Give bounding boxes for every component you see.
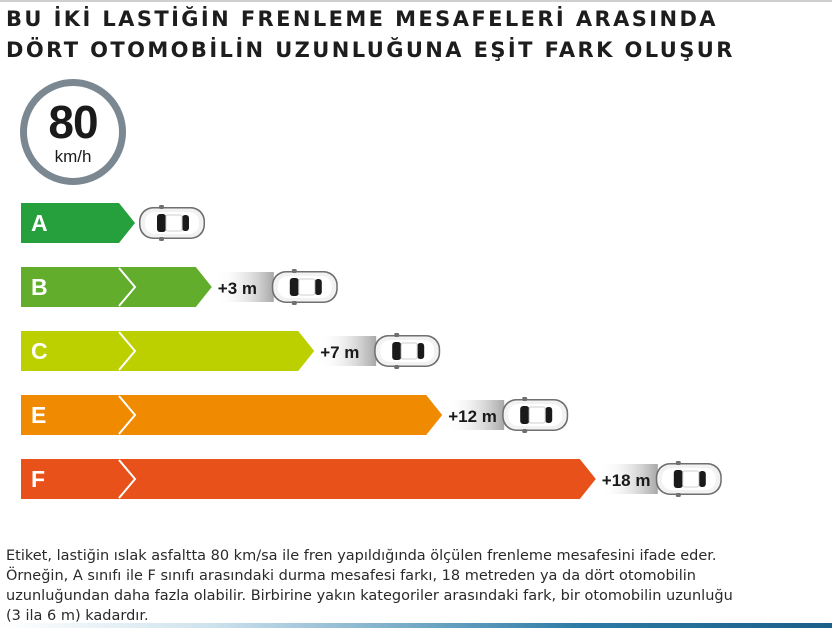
title-line-1: BU İKİ LASTİĞİN FRENLEME MESAFELERİ ARAS… bbox=[6, 7, 718, 31]
car-icon bbox=[655, 461, 722, 497]
car-icon bbox=[271, 269, 338, 305]
distance-label: +7 m bbox=[320, 343, 359, 362]
speed-trail bbox=[318, 336, 377, 366]
page-title: BU İKİ LASTİĞİN FRENLEME MESAFELERİ ARAS… bbox=[6, 4, 826, 66]
chevron-icon bbox=[118, 395, 137, 435]
caption-text: Etiket, lastiğin ıslak asfaltta 80 km/sa… bbox=[6, 548, 733, 624]
speed-trail bbox=[215, 272, 274, 302]
bar-a bbox=[21, 203, 135, 243]
rating-label: E bbox=[31, 402, 46, 428]
car-icon bbox=[374, 333, 441, 369]
title-line-2: DÖRT OTOMOBİLİN UZUNLUĞUNA EŞİT FARK OLU… bbox=[6, 38, 735, 62]
car-icon bbox=[139, 205, 205, 241]
rating-row-c: C +7 m bbox=[21, 331, 377, 371]
speed-unit: km/h bbox=[54, 147, 92, 166]
rating-row-a: A bbox=[21, 203, 135, 243]
car-icon bbox=[502, 397, 569, 433]
chevron-icon bbox=[118, 267, 137, 307]
chevron-icon bbox=[118, 331, 137, 371]
rating-row-b: B +3 m bbox=[21, 267, 274, 307]
speed-value: 80 bbox=[48, 96, 98, 148]
rating-label: C bbox=[31, 338, 48, 364]
bar-f bbox=[21, 459, 596, 499]
distance-label: +18 m bbox=[602, 471, 651, 490]
rating-row-f: F +18 m bbox=[21, 459, 658, 499]
rating-label: B bbox=[31, 274, 48, 300]
distance-label: +3 m bbox=[218, 279, 257, 298]
distance-label: +12 m bbox=[448, 407, 497, 426]
bar-c bbox=[21, 331, 315, 371]
speed-trail bbox=[446, 400, 505, 430]
top-rule bbox=[0, 0, 832, 2]
rating-row-e: E +12 m bbox=[21, 395, 505, 435]
speed-limit-sign: 80 km/h bbox=[20, 79, 126, 185]
bottom-rule bbox=[0, 623, 832, 628]
chevron-icon bbox=[118, 459, 137, 499]
braking-distance-chart: A B +3 m C +7 m E +12 m F +18 m bbox=[21, 203, 722, 499]
speed-trail bbox=[599, 464, 658, 494]
rating-label: F bbox=[31, 466, 45, 492]
bar-e bbox=[21, 395, 443, 435]
bar-b bbox=[21, 267, 212, 307]
rating-label: A bbox=[31, 210, 48, 236]
